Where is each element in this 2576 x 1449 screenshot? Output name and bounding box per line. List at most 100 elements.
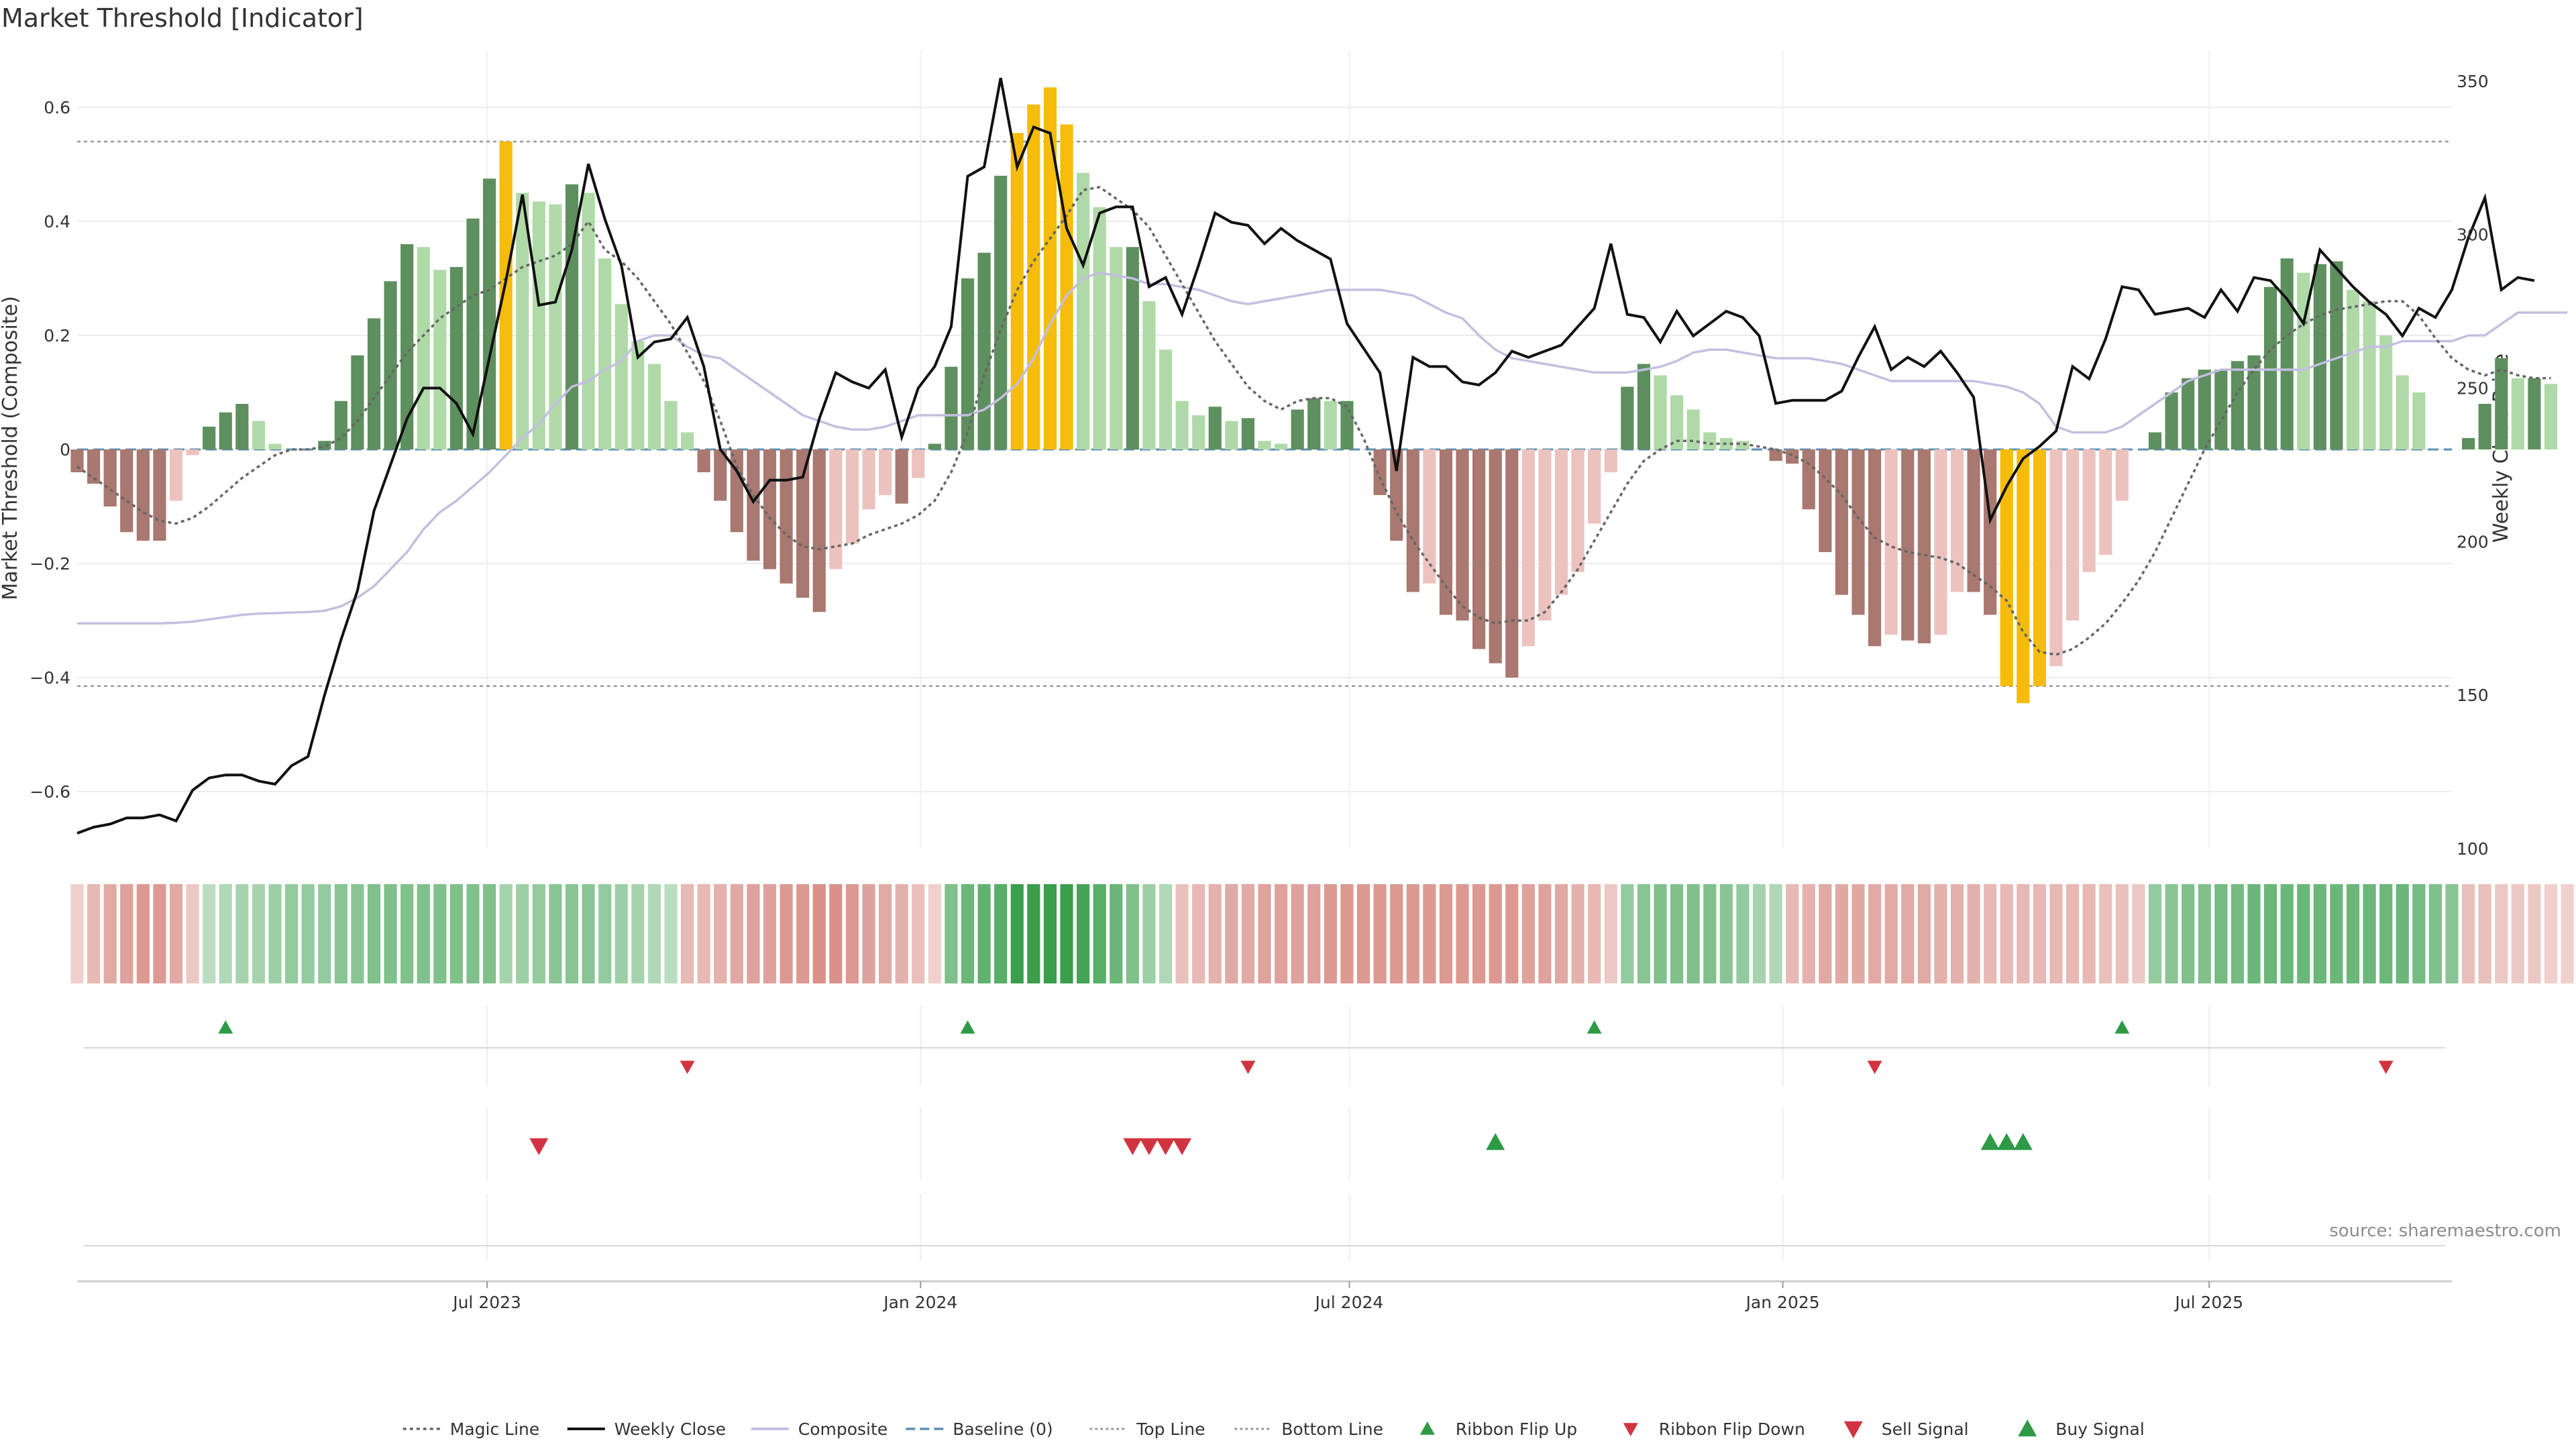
ribbon-cell — [796, 884, 810, 983]
ribbon-cell — [1637, 884, 1651, 983]
ribbon-cell — [2561, 884, 2574, 983]
ribbon-cell — [697, 884, 710, 983]
ribbon-cell — [70, 884, 84, 983]
ribbon-cell — [1439, 884, 1453, 983]
ribbon-cell — [2247, 884, 2261, 983]
ribbon-cell — [582, 884, 595, 983]
weekly-close-line — [76, 77, 2535, 835]
threshold-bar — [1521, 449, 1535, 647]
ribbon-cell — [1043, 884, 1057, 983]
ribbon-cell — [1538, 884, 1552, 983]
ribbon-cell — [631, 884, 645, 983]
ribbon-cell — [1192, 884, 1205, 983]
magic-line — [76, 186, 2551, 656]
ribbon-cell — [829, 884, 843, 983]
threshold-bar — [631, 341, 645, 449]
threshold-bar — [878, 449, 892, 495]
ribbon-cell — [1984, 884, 1997, 983]
legend-item: Ribbon Flip Down — [1623, 1419, 1805, 1439]
threshold-bar — [1241, 418, 1255, 449]
threshold-bar — [2198, 370, 2211, 449]
threshold-bar — [1967, 449, 1980, 592]
ribbon-cell — [895, 884, 908, 983]
ribbon-cell — [449, 884, 464, 983]
ribbon-cell — [2379, 884, 2393, 983]
threshold-bar — [367, 318, 381, 449]
ribbon-cell — [153, 884, 166, 983]
ribbon-cell — [203, 884, 216, 983]
threshold-bar — [2461, 438, 2475, 449]
ribbon-cell — [169, 884, 183, 983]
ribbon-cell — [1571, 884, 1585, 983]
ribbon-cell — [1076, 884, 1090, 983]
threshold-bar — [70, 449, 84, 472]
threshold-bar — [2478, 404, 2491, 449]
ribbon-cell — [499, 884, 513, 983]
x-tick-label: Jan 2025 — [1745, 1293, 1820, 1312]
threshold-bar — [1670, 395, 1684, 449]
ribbon-cell — [1010, 884, 1024, 983]
threshold-bar — [1390, 449, 1403, 541]
ribbon-cell — [2132, 884, 2145, 983]
threshold-bar — [384, 281, 397, 449]
ribbon-cell — [1241, 884, 1255, 983]
ribbon-cell — [2461, 884, 2475, 983]
ribbon-cell — [252, 884, 266, 983]
ribbon-cell — [2428, 884, 2443, 983]
ribbon-cell — [1736, 884, 1750, 983]
ribbon-cell — [2165, 884, 2178, 983]
legend-item: Sell Signal — [1843, 1419, 1969, 1439]
series-lines — [76, 77, 2568, 835]
ribbon-cell — [433, 884, 447, 983]
legend-swatch — [1623, 1423, 1638, 1436]
threshold-bar — [2511, 378, 2524, 449]
threshold-bar — [2082, 449, 2096, 572]
ribbon-cell — [1719, 884, 1733, 983]
axis-ticks: −0.6 −0.4 −0.2 0 0.2 0.4 0.6 100 150 200 250 300 350 — [30, 72, 2488, 859]
threshold-bars — [70, 87, 2558, 704]
ribbon-cell — [318, 884, 331, 983]
legend-item: Weekly Close — [567, 1419, 726, 1439]
ribbon-flip-down-marker — [680, 1061, 695, 1074]
ribbon-cell — [862, 884, 875, 983]
ribbon-cell — [1934, 884, 1947, 983]
threshold-bar — [2247, 355, 2261, 449]
legend-item: Buy Signal — [2018, 1419, 2145, 1439]
threshold-bar — [2165, 392, 2178, 449]
threshold-bar — [647, 364, 661, 449]
ribbon-cell — [714, 884, 727, 983]
threshold-bar — [549, 204, 562, 449]
threshold-bar — [2182, 378, 2195, 449]
ribbon-cell — [2396, 884, 2409, 983]
threshold-bar — [1505, 449, 1519, 678]
ribbon-cell — [2263, 884, 2277, 983]
ribbon-cell — [1851, 884, 1865, 983]
y2-tick-label: 250 — [2457, 378, 2489, 398]
threshold-bar — [845, 449, 859, 544]
legend-swatch — [2018, 1419, 2037, 1437]
ribbon-cell — [2214, 884, 2228, 983]
threshold-bar — [2049, 449, 2063, 666]
threshold-bar — [417, 247, 430, 449]
ribbon-cell — [136, 884, 150, 983]
threshold-bar — [2346, 290, 2360, 449]
threshold-bar — [2231, 361, 2245, 449]
threshold-bar — [763, 449, 777, 570]
ribbon-cell — [2065, 884, 2080, 983]
ribbon-cell — [1110, 884, 1123, 983]
threshold-bar — [516, 193, 529, 449]
signal-panels — [84, 1006, 2445, 1261]
ribbon-cell — [845, 884, 859, 983]
threshold-bar — [252, 421, 266, 449]
ribbon-cell — [1670, 884, 1684, 983]
legend-label: Buy Signal — [2055, 1419, 2145, 1439]
threshold-bar — [1554, 449, 1568, 595]
threshold-bar — [1736, 441, 1750, 449]
threshold-bar — [1786, 449, 1799, 464]
threshold-bar — [680, 432, 694, 449]
y-axis-label: Market Threshold (Composite) — [0, 296, 22, 600]
ribbon-cell — [1175, 884, 1189, 983]
ribbon-cell — [516, 884, 529, 983]
threshold-bar — [1439, 449, 1453, 615]
threshold-bar — [912, 449, 925, 478]
